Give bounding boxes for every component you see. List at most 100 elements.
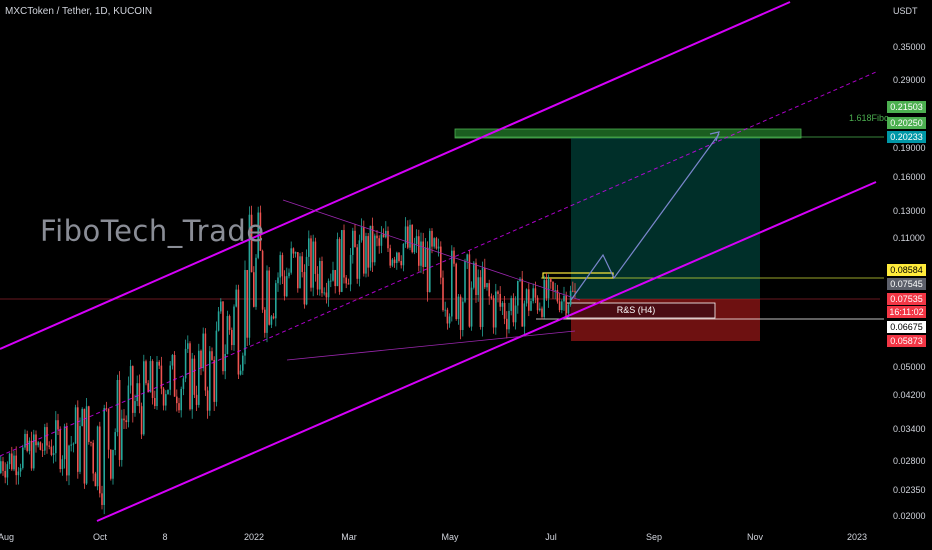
candle	[314, 241, 317, 274]
candle	[539, 308, 541, 311]
candle	[121, 418, 123, 460]
candle	[422, 241, 424, 267]
candle	[292, 248, 295, 254]
candle	[200, 350, 202, 369]
candle	[160, 365, 163, 389]
candle	[127, 385, 130, 423]
price-tick: 0.29000	[893, 75, 926, 85]
candle	[407, 226, 409, 248]
candle	[110, 449, 112, 479]
candle	[266, 270, 268, 333]
candle	[481, 267, 484, 327]
candle	[233, 306, 235, 346]
candle	[341, 230, 343, 292]
candle	[19, 467, 22, 472]
candle	[330, 280, 332, 282]
time-tick: Mar	[341, 532, 357, 542]
candle	[299, 256, 301, 289]
candle	[167, 389, 169, 395]
profit-zone	[571, 138, 760, 299]
candle	[473, 262, 475, 288]
time-tick: Jul	[545, 532, 557, 542]
price-tick: 0.11000	[893, 233, 925, 243]
price-tick: 0.05000	[893, 362, 926, 372]
candle	[77, 407, 79, 472]
candle	[352, 230, 354, 255]
candle	[103, 408, 105, 505]
candle	[283, 276, 286, 297]
candle	[105, 408, 108, 409]
candle	[358, 240, 361, 279]
candle	[145, 361, 147, 384]
candle	[470, 287, 473, 327]
candle	[435, 238, 438, 249]
candle	[213, 359, 215, 402]
candle	[391, 259, 394, 266]
candle	[371, 225, 374, 263]
triangle-lower	[286, 330, 576, 361]
candle	[446, 309, 449, 324]
candle	[96, 426, 99, 487]
fibo-extension-label: 1.618Fibo	[849, 113, 890, 123]
candle	[41, 449, 44, 451]
candle	[215, 330, 218, 402]
candle	[484, 267, 486, 288]
time-tick: Oct	[92, 532, 108, 542]
candle	[204, 333, 207, 391]
candle	[88, 406, 90, 442]
candle	[501, 302, 504, 307]
candle	[101, 493, 103, 505]
candle	[118, 379, 121, 460]
price-tick: 0.35000	[893, 42, 926, 52]
candle	[332, 270, 334, 281]
candle	[393, 259, 396, 264]
candle	[415, 236, 418, 245]
candle	[50, 446, 53, 455]
candle	[325, 292, 328, 298]
candle	[94, 473, 97, 487]
price-tick: 0.04200	[893, 390, 926, 400]
candle	[228, 316, 231, 330]
candle	[565, 295, 567, 314]
countdown-tag: 16:11:02	[887, 306, 926, 318]
candle	[497, 291, 499, 294]
candle	[116, 379, 119, 433]
candle	[541, 308, 543, 317]
candle	[349, 254, 352, 285]
candle	[510, 298, 512, 311]
candle	[70, 444, 72, 446]
candle	[259, 212, 262, 251]
candle	[129, 366, 132, 386]
candle	[63, 426, 66, 460]
candle	[479, 277, 482, 327]
candle	[83, 408, 86, 484]
candle	[37, 442, 39, 446]
candle	[569, 290, 572, 305]
candle	[151, 361, 154, 398]
candle	[35, 434, 37, 446]
candle	[68, 445, 70, 476]
candle	[28, 440, 31, 451]
candle	[385, 230, 387, 238]
time-tick: 8	[162, 532, 168, 542]
candle	[239, 370, 242, 375]
candle	[334, 270, 336, 287]
candle	[57, 420, 59, 430]
candle	[338, 239, 341, 292]
candle	[173, 354, 176, 397]
candle	[171, 354, 174, 366]
candle	[378, 238, 380, 246]
price-tag-support: 0.06675	[887, 321, 926, 333]
candle	[275, 283, 277, 319]
candle	[132, 366, 134, 413]
candle	[517, 280, 519, 306]
drawing-layer	[0, 1, 877, 522]
candle	[336, 239, 339, 287]
candle	[558, 301, 561, 311]
price-tag-target: 0.20233	[887, 131, 926, 143]
candle	[440, 246, 442, 278]
candle	[367, 236, 369, 268]
candle	[506, 318, 508, 330]
candle	[369, 225, 372, 268]
